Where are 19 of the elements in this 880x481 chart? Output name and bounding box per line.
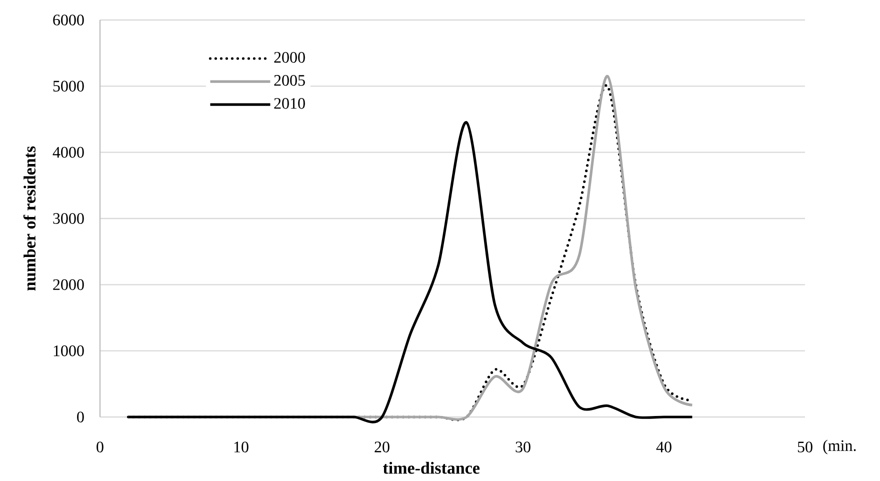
legend-label: 2010 [274,98,305,109]
y-axis-title: number of residents [23,146,36,291]
x-axis-title: time-distance [383,462,480,474]
x-tick-label: 40 [656,442,672,452]
y-tick-label: 1000 [54,345,84,356]
legend-label: 2005 [274,75,305,86]
y-tick-label: 2000 [53,279,84,290]
x-tick-label: 0 [96,442,104,452]
text: (min. [823,440,856,454]
y-tick-label: 6000 [53,14,84,26]
x-tick-label: 10 [234,442,248,452]
y-tick-label: 5000 [53,80,84,92]
x-tick-label: 30 [516,442,530,452]
y-tick-label: 3000 [53,213,84,224]
x-tick-label: 50 [798,442,812,452]
y-tick-label: 4000 [52,146,84,158]
x-tick-label: 20 [374,442,390,452]
y-tick-label: 0 [77,412,84,422]
legend-label: 2000 [274,52,305,63]
